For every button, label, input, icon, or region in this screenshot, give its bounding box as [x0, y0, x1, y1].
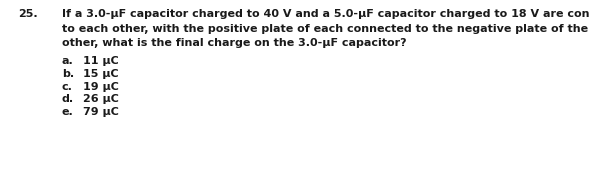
Text: d.: d.: [62, 94, 74, 104]
Text: 19 μC: 19 μC: [83, 82, 119, 92]
Text: If a 3.0-μF capacitor charged to 40 V and a 5.0-μF capacitor charged to 18 V are: If a 3.0-μF capacitor charged to 40 V an…: [62, 9, 590, 19]
Text: other, what is the final charge on the 3.0-μF capacitor?: other, what is the final charge on the 3…: [62, 38, 407, 48]
Text: c.: c.: [62, 82, 73, 92]
Text: 15 μC: 15 μC: [83, 69, 119, 79]
Text: a.: a.: [62, 56, 74, 66]
Text: 26 μC: 26 μC: [83, 94, 119, 104]
Text: b.: b.: [62, 69, 74, 79]
Text: 25.: 25.: [18, 9, 38, 19]
Text: e.: e.: [62, 107, 74, 117]
Text: to each other, with the positive plate of each connected to the negative plate o: to each other, with the positive plate o…: [62, 23, 588, 33]
Text: 79 μC: 79 μC: [83, 107, 119, 117]
Text: 11 μC: 11 μC: [83, 56, 119, 66]
